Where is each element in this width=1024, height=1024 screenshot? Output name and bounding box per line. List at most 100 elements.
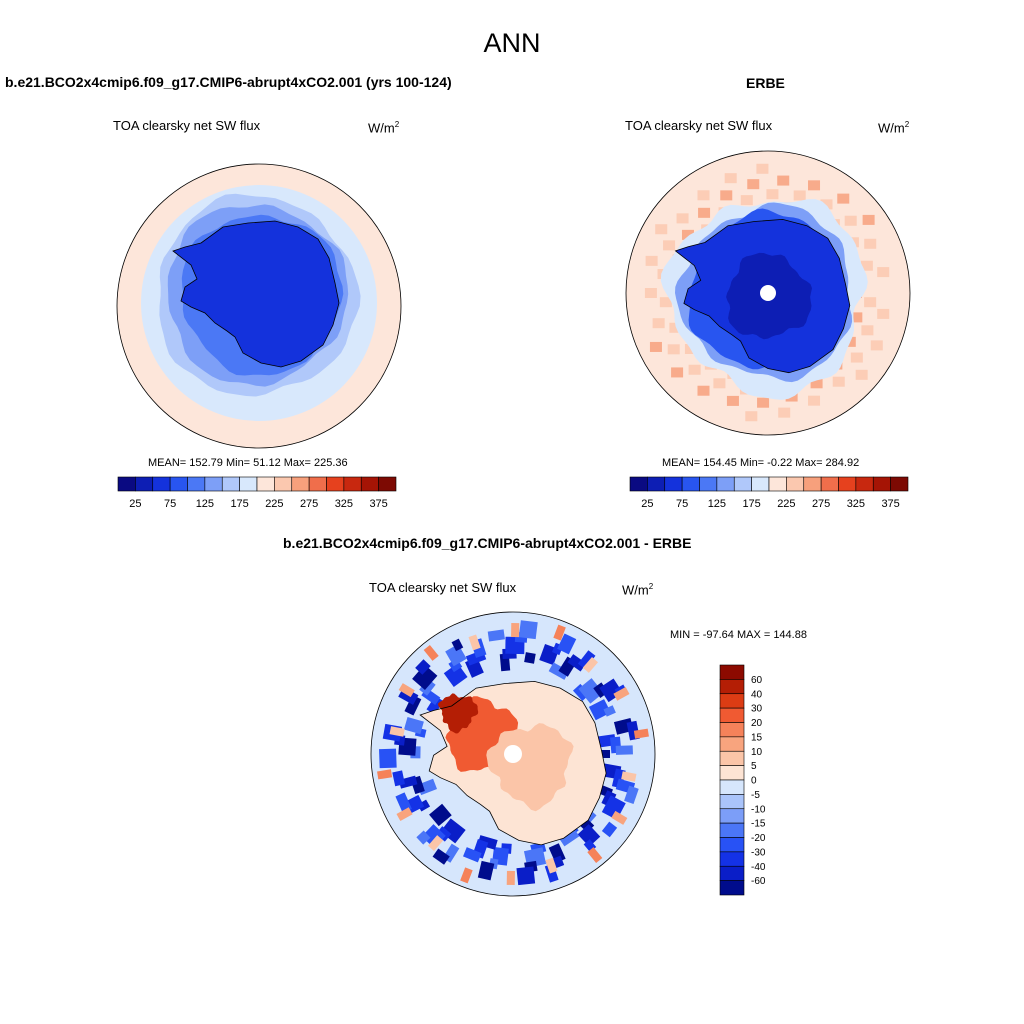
map3-negative-patch [518, 620, 538, 640]
map2-patch [877, 308, 890, 319]
map2-patch [720, 190, 733, 201]
colorbar2-tick-label: 225 [777, 498, 795, 510]
panel3-units: W/m2 [622, 582, 653, 597]
units-text: W/m [368, 120, 395, 136]
panel3-colorbar: 60 40 30 20 15 10 5 0 -5 -10 -15 -20 -30 -40 -60 [719, 664, 766, 896]
colorbar3-tick-label: 60 [751, 675, 763, 686]
map3-negative-patch [416, 830, 431, 845]
map2-patch [808, 180, 821, 191]
map2-patch [862, 214, 875, 225]
units-exp: 2 [904, 120, 910, 129]
map2-patch [697, 190, 710, 201]
panel1-colorbar: 25 75 125 175 225 275 325 375 [117, 476, 397, 510]
map3-positive-patch [553, 624, 566, 641]
colorbar1-tick-label: 125 [196, 498, 214, 510]
colorbar3-swatch [719, 722, 745, 738]
colorbar2-swatch [751, 476, 770, 492]
colorbar1-swatch [221, 476, 240, 492]
colorbar3-tick-label: -60 [751, 876, 766, 887]
map3-positive-patch [545, 857, 558, 874]
map3-negative-patch [487, 629, 505, 642]
colorbar1-tick-label: 25 [129, 498, 141, 510]
colorbar3-swatch [719, 822, 745, 838]
map2-patch [855, 369, 868, 380]
units-exp: 2 [648, 582, 654, 591]
panel3-title: b.e21.BCO2x4cmip6.f09_g17.CMIP6-abrupt4x… [283, 535, 692, 551]
colorbar3-tick-label: 30 [751, 704, 763, 715]
colorbar3-tick-label: -30 [751, 847, 766, 858]
colorbar1-swatch [343, 476, 362, 492]
map2-patch [667, 344, 680, 355]
map3-positive-patch [613, 686, 630, 701]
colorbar2-swatch [699, 476, 718, 492]
map2-patch [676, 213, 689, 224]
colorbar1-swatch [274, 476, 293, 492]
panel2-stats: MEAN= 154.45 Min= -0.22 Max= 284.92 [662, 457, 860, 469]
map2-patch [810, 378, 823, 389]
map3-negative-patch [463, 847, 482, 863]
colorbar2-tick-label: 25 [641, 498, 653, 510]
colorbar2-swatch [629, 476, 648, 492]
map3-positive-patch [611, 810, 628, 825]
map2-patch [777, 175, 790, 186]
map2-patch [688, 364, 701, 375]
colorbar1-tick-label: 275 [300, 498, 318, 510]
map3-negative-patch [404, 694, 422, 716]
colorbar3-swatch [719, 837, 745, 853]
map3-negative-patch [624, 785, 639, 804]
map3-hot-region [437, 693, 479, 734]
units-text: W/m [878, 120, 905, 136]
map3-mild-region [486, 723, 574, 812]
map1-continent-fill [173, 221, 339, 367]
map3-positive-patch [582, 657, 599, 673]
colorbar3-tick-label: -10 [751, 804, 766, 815]
map3-positive-patch [427, 835, 444, 851]
map3-positive-patch [633, 728, 649, 739]
units-text: W/m [622, 582, 649, 598]
colorbar1-swatch [360, 476, 379, 492]
colorbar3-tick-label: 10 [751, 747, 763, 758]
map2-patch [850, 312, 863, 323]
map3-negative-patch [451, 638, 464, 652]
map2-patch [649, 341, 662, 352]
map3-negative-patch [443, 663, 468, 687]
colorbar1-tick-label: 75 [164, 498, 176, 510]
map2-patch [747, 179, 760, 190]
colorbar1-swatch [326, 476, 345, 492]
panel2-subtitle: TOA clearsky net SW flux [625, 118, 773, 133]
map2-patch [837, 193, 850, 204]
map2-patch [844, 215, 857, 226]
colorbar3-swatch [719, 808, 745, 824]
map3-coastline [419, 680, 607, 846]
colorbar3-swatch [719, 880, 745, 896]
panel1-units: W/m2 [368, 120, 399, 135]
colorbar3-swatch [719, 750, 745, 766]
panel2-title: ERBE [746, 75, 785, 91]
map2-patch [663, 240, 676, 251]
colorbar2-swatch [768, 476, 787, 492]
map2-border [625, 150, 911, 436]
panel3-map [370, 611, 656, 897]
map2-patch [860, 260, 873, 271]
colorbar2-tick-label: 125 [708, 498, 726, 510]
map3-negative-patch [516, 866, 536, 886]
map2-patch [793, 190, 806, 201]
map3-pole-hole [504, 745, 522, 763]
panel3-stats: MIN = -97.64 MAX = 144.88 [670, 629, 807, 641]
map2-patch [832, 376, 845, 387]
map2-patch [659, 297, 672, 308]
map3-negative-patch [379, 748, 397, 769]
map2-patch [655, 224, 668, 235]
map3-negative-patch [603, 705, 616, 717]
colorbar3-swatch [719, 736, 745, 752]
map2-patch [864, 238, 877, 249]
colorbar3-tick-label: -15 [751, 819, 766, 830]
colorbar1-swatch [291, 476, 310, 492]
map3-positive-patch [587, 847, 603, 863]
map2-patch [864, 297, 877, 308]
map3-negative-patch [403, 716, 424, 735]
map3-negative-patch [558, 827, 580, 847]
map3-negative-patch [524, 652, 536, 664]
colorbar2-tick-label: 325 [847, 498, 865, 510]
colorbar3-tick-label: -20 [751, 833, 766, 844]
